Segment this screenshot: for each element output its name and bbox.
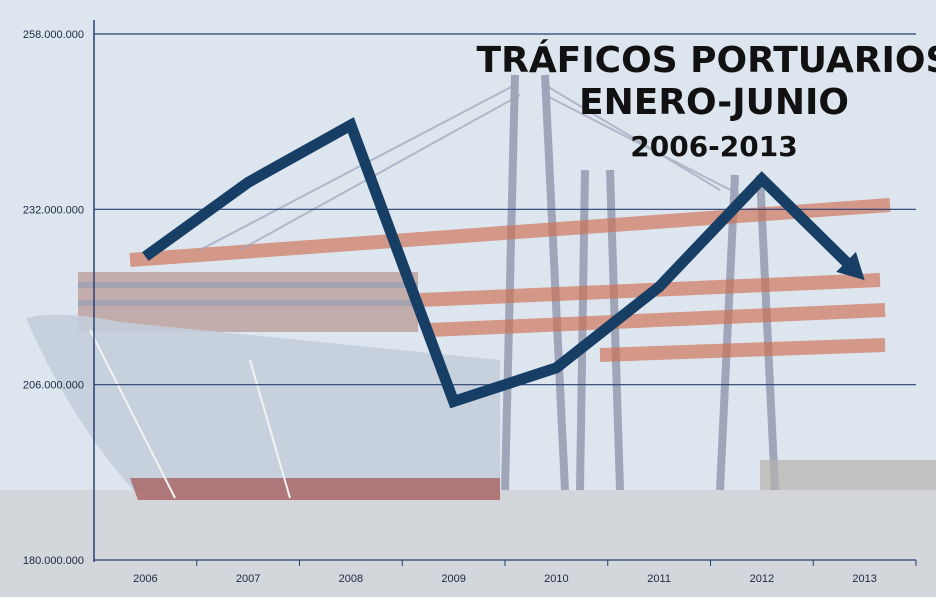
y-tick-label: 258.000.000 (23, 29, 84, 41)
y-axis-ticks: 258.000.000 232.000.000 206.000.000 180.000… (23, 29, 84, 567)
chart-subtitle: ENERO-JUNIO (579, 82, 849, 123)
y-tick-label: 180.000.000 (23, 555, 84, 567)
y-tick-label: 206.000.000 (23, 380, 84, 392)
x-axis-ticks: 2006 2007 2008 2009 2010 2011 2012 2013 (133, 560, 917, 585)
series-arrowhead (836, 251, 865, 281)
chart-title: TRÁFICOS PORTUARIOS (477, 39, 936, 81)
x-tick-label: 2013 (852, 573, 876, 585)
x-tick-label: 2007 (236, 573, 260, 585)
x-tick-label: 2012 (750, 573, 774, 585)
x-tick-label: 2010 (544, 573, 568, 585)
series-line (142, 117, 856, 409)
y-tick-label: 232.000.000 (23, 204, 84, 216)
x-tick-label: 2011 (647, 573, 671, 585)
x-tick-label: 2006 (133, 573, 157, 585)
series-trafico (142, 117, 865, 409)
chart-period: 2006-2013 (630, 130, 797, 163)
x-tick-label: 2009 (441, 573, 465, 585)
x-tick-label: 2008 (339, 573, 363, 585)
